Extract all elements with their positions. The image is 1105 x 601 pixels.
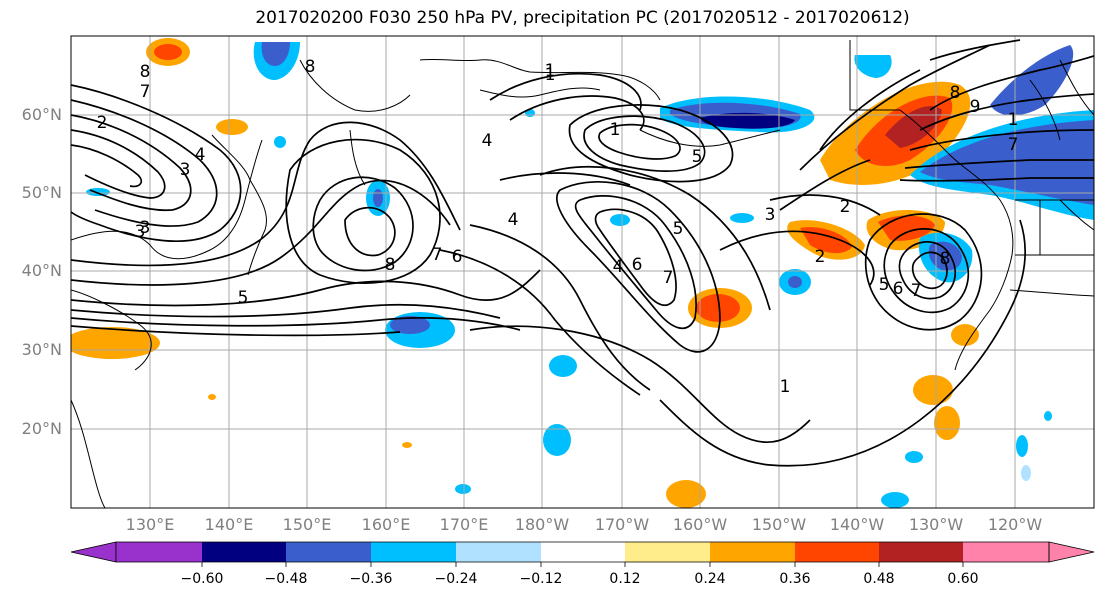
colorbar-segment	[963, 542, 1049, 562]
lon-label: 160°W	[672, 515, 728, 534]
pv-label: 8	[950, 83, 961, 103]
map-frame-border	[70, 35, 1095, 509]
colorbar-extend-left	[70, 541, 117, 563]
colorbar-segment	[116, 542, 202, 562]
colorbar-segment	[541, 542, 625, 562]
pv-label: 6	[893, 279, 904, 299]
colorbar-segment	[710, 542, 795, 562]
pv-label: 1	[545, 61, 556, 81]
lon-label: 140°W	[829, 515, 885, 534]
pv-label: 2	[97, 113, 108, 133]
colorbar-segment	[625, 542, 710, 562]
pv-contours	[71, 39, 1094, 467]
pv-contour-labels: 8 7 2 3 4 3 5 8 1 1 4 5 7 6 7 8 4 3 2 2 …	[97, 57, 1019, 397]
colorbar-segment	[795, 542, 879, 562]
lon-label: 150°W	[751, 515, 807, 534]
pv-label: 8	[385, 255, 396, 275]
pv-label: 7	[140, 82, 151, 102]
colorbar-tick-label: −0.36	[349, 571, 393, 587]
pv-label: 2	[815, 247, 826, 267]
pv-label: 3	[140, 218, 151, 238]
figure-title: 2017020200 F030 250 hPa PV, precipitatio…	[255, 8, 910, 28]
pv-label: 2	[840, 197, 851, 217]
colorbar-tick-label: −0.60	[180, 571, 224, 587]
lat-label-30n: 30°N	[21, 340, 62, 359]
lon-label: 140°E	[204, 515, 254, 534]
lon-label: 180°W	[514, 515, 570, 534]
pv-label: 8	[940, 249, 951, 269]
lon-label: 160°E	[361, 515, 411, 534]
pv-label: 5	[238, 288, 249, 308]
lat-label-20n: 20°N	[21, 419, 62, 438]
pv-label: 6	[452, 247, 463, 267]
pv-label: 5	[879, 275, 890, 295]
colorbar-segment	[371, 542, 456, 562]
colorbar-segment	[879, 542, 963, 562]
pv-label: 6	[632, 255, 643, 275]
pv-label: 3	[765, 205, 776, 225]
lat-label-50n: 50°N	[21, 183, 62, 202]
colorbar-extend-right	[1048, 541, 1095, 563]
colorbar-segment	[202, 542, 286, 562]
pv-label: 7	[911, 281, 922, 301]
colorbar-tick-label: 0.48	[863, 571, 895, 587]
lat-label-60n: 60°N	[21, 105, 62, 124]
pv-label: 9	[970, 97, 981, 117]
pv-label: 3	[180, 160, 191, 180]
pv-label: 5	[673, 219, 684, 239]
lat-lon-grid	[71, 36, 1094, 508]
pv-label: 4	[508, 210, 519, 230]
pv-label: 4	[613, 257, 624, 277]
colorbar-segment	[286, 542, 371, 562]
pv-label: 7	[663, 268, 674, 288]
colorbar-tick-label: 0.36	[779, 571, 811, 587]
precip-shading	[71, 38, 1094, 508]
colorbar	[70, 541, 1095, 567]
lon-label: 150°E	[282, 515, 332, 534]
lon-label: 120°W	[987, 515, 1043, 534]
lon-label: 170°W	[594, 515, 650, 534]
lon-label: 130°E	[125, 515, 175, 534]
colorbar-tick-label: −0.48	[264, 571, 308, 587]
pv-label: 3	[135, 222, 146, 242]
pv-label: 1	[1008, 110, 1019, 130]
pv-label: 8	[140, 62, 151, 82]
colorbar-tick-label: −0.24	[434, 571, 478, 587]
lat-label-40n: 40°N	[21, 261, 62, 280]
pv-label: 1	[780, 377, 791, 397]
colorbar-tick-label: 0.24	[694, 571, 726, 587]
pv-label: 7	[432, 245, 443, 265]
colorbar-tick-label: 0.12	[609, 571, 641, 587]
colorbar-tick-label: −0.12	[519, 571, 563, 587]
colorbar-segment	[456, 542, 541, 562]
colorbar-tick-label: 0.60	[947, 571, 979, 587]
pv-label: 5	[692, 147, 703, 167]
pv-label: 8	[305, 57, 316, 77]
pv-label: 1	[610, 120, 621, 140]
pv-label: 4	[195, 145, 206, 165]
lon-label: 130°W	[908, 515, 964, 534]
pv-label: 1	[545, 65, 556, 85]
lon-label: 170°E	[439, 515, 489, 534]
pv-label: 4	[482, 131, 493, 151]
pv-label: 7	[1008, 135, 1019, 155]
